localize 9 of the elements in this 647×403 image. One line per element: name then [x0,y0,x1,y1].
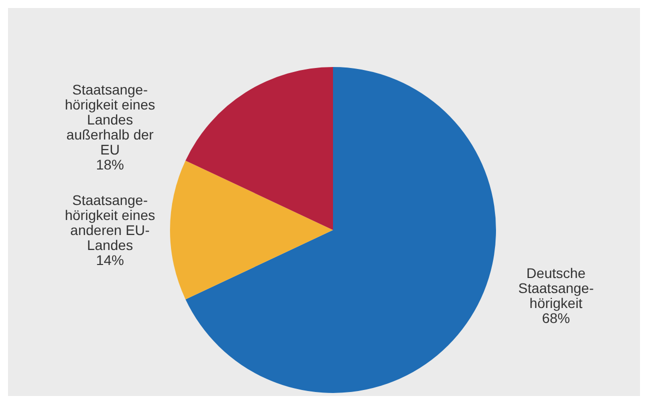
data-label: 18% [96,156,124,172]
data-label: 14% [96,252,124,268]
slice-label: Staatsange- hörigkeit eines anderen EU- Landes [64,192,156,253]
pie-slice [186,67,496,393]
slice-label: Deutsche Staatsange- hörigkeit [518,265,594,312]
pie-slice [186,67,333,230]
slice-label: Staatsange- hörigkeit eines Landes außerhalb der EU [64,81,156,158]
data-label: 68% [542,310,570,326]
pie-slice [170,160,333,300]
